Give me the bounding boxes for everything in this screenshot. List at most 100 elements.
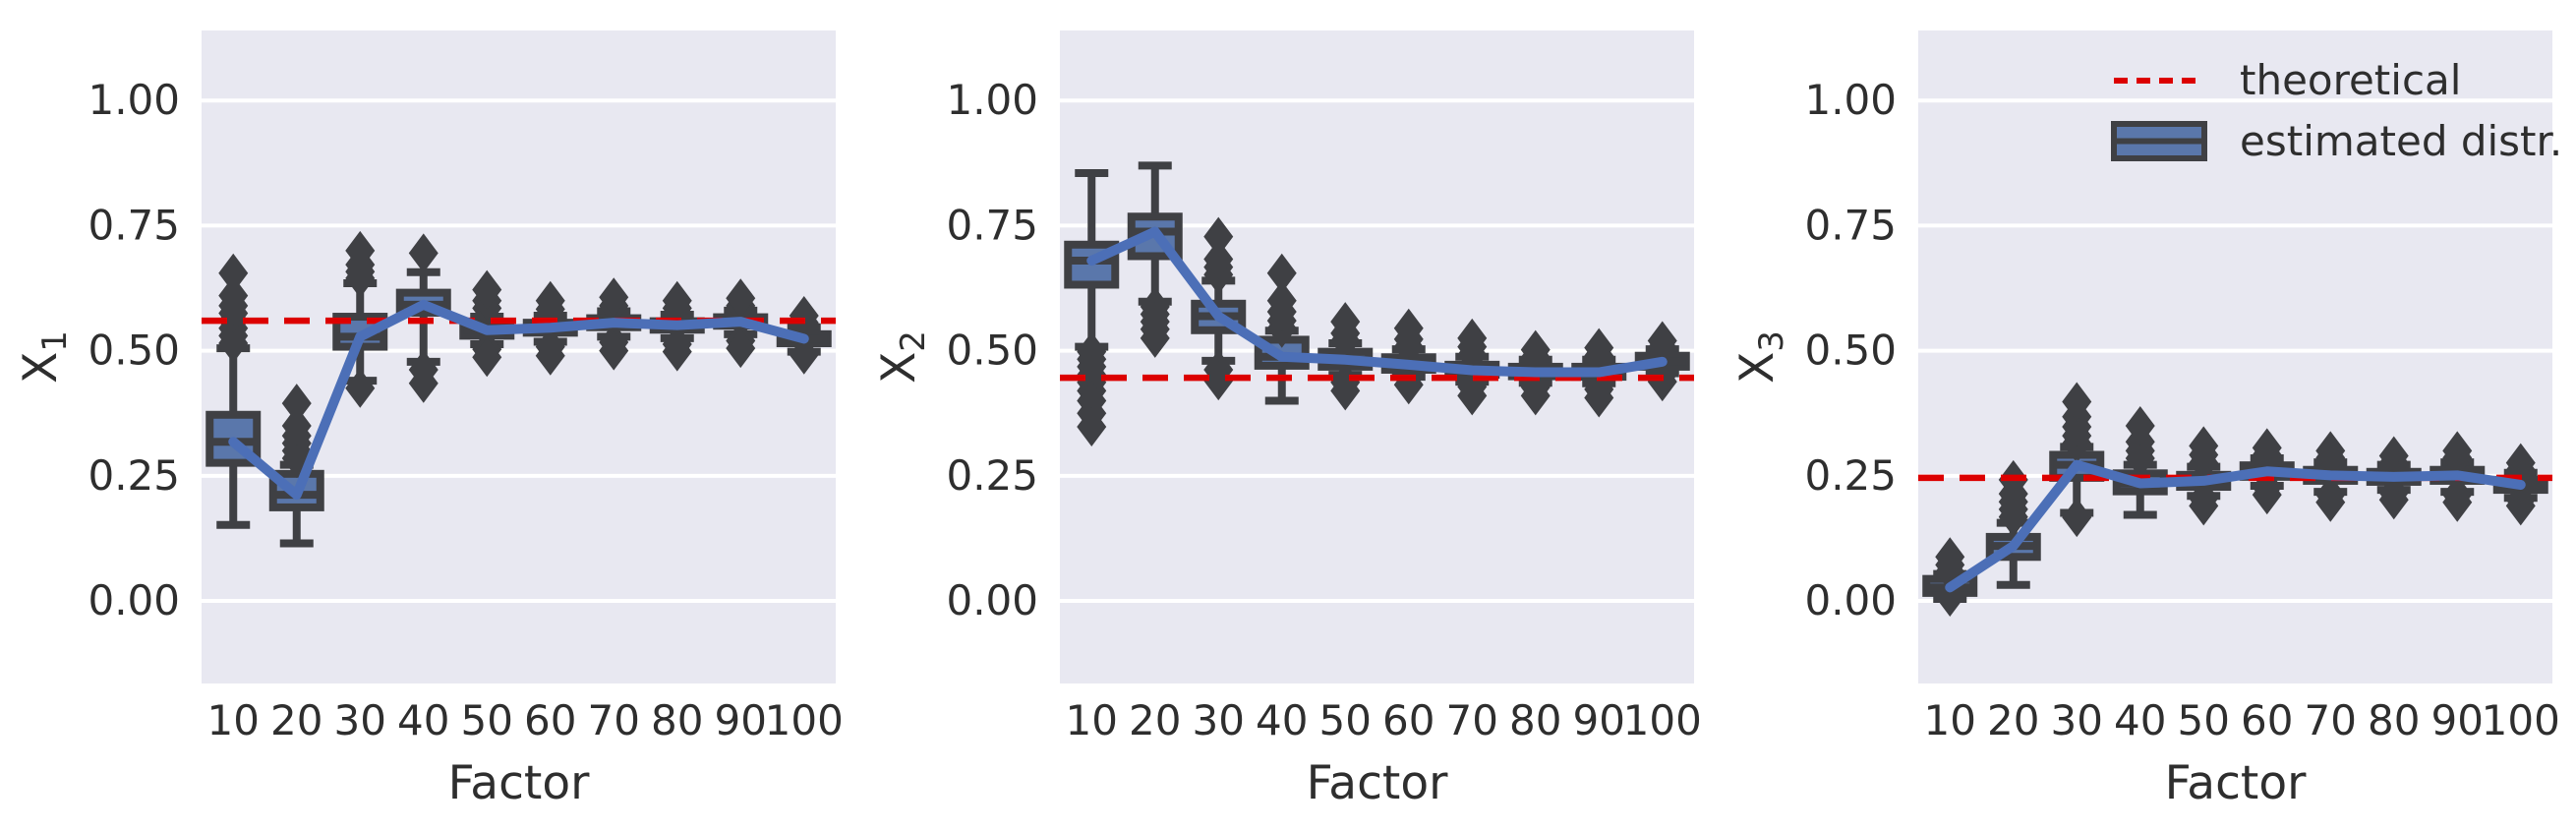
flier-diamond-icon <box>408 363 439 403</box>
chart-x3: 0.00 0.25 0.50 0.75 1.00 10 20 30 40 50 60 70 80 9010… <box>1730 30 2562 810</box>
x-tick-label: 50 <box>2178 696 2230 744</box>
y-tick-label: 0.75 <box>88 201 180 249</box>
flier-diamond-icon <box>2378 436 2409 476</box>
chart-x2: 0.00 0.25 0.50 0.75 1.00 10 20 30 40 50 60 70 80 9010… <box>872 30 1702 810</box>
flier-diamond-icon <box>2189 486 2219 526</box>
x-tick-label: 80 <box>2368 696 2420 744</box>
x-tick-label: 100 <box>765 696 844 744</box>
flier-diamond-icon <box>1140 318 1170 358</box>
x-axis-label: Factor <box>1307 756 1449 810</box>
y-tick-labels: 0.00 0.25 0.50 0.75 1.00 <box>946 76 1038 624</box>
flier-diamond-icon <box>1647 362 1677 402</box>
chart-x1: 0.00 0.25 0.50 0.75 1.00 10 20 30 40 50 60 70 80 9010… <box>14 30 844 810</box>
flier-diamond-icon <box>345 368 376 408</box>
x-tick-label: 40 <box>397 696 449 744</box>
flier-diamond-icon <box>218 275 249 316</box>
x-tick-label: 10 <box>1924 696 1976 744</box>
flier-diamond-icon <box>1203 216 1234 257</box>
panel-x1: 0.00 0.25 0.50 0.75 1.00 10 20 30 40 50 60 70 80 90 10… <box>0 0 858 832</box>
x-tick-label: 90 <box>1573 696 1625 744</box>
x-tick-label: 40 <box>2114 696 2166 744</box>
flier-diamond-icon <box>2125 405 2155 446</box>
y-tick-label: 0.75 <box>946 201 1038 249</box>
panel-x3: 0.00 0.25 0.50 0.75 1.00 10 20 30 40 50 60 70 80 90 10… <box>1717 0 2575 832</box>
x-tick-label: 100 <box>2482 696 2560 744</box>
flier-diamond-icon <box>535 335 565 376</box>
x-tick-label: 90 <box>2431 696 2484 744</box>
flier-diamond-icon <box>2505 486 2536 526</box>
flier-diamond-icon <box>2315 431 2346 471</box>
x-tick-label: 30 <box>2051 696 2103 744</box>
x-axis-label: Factor <box>448 756 591 810</box>
flier-diamond-icon <box>1330 302 1361 342</box>
flier-diamond-icon <box>1203 361 1234 401</box>
x-tick-label: 70 <box>588 696 640 744</box>
x-tick-label: 20 <box>270 696 322 744</box>
y-tick-labels: 0.00 0.25 0.50 0.75 1.00 <box>1804 76 1897 624</box>
flier-diamond-icon <box>2378 480 2409 520</box>
flier-diamond-icon <box>1520 376 1551 416</box>
flier-diamond-icon <box>218 253 249 293</box>
x-tick-label: 60 <box>524 696 576 744</box>
x-tick-label: 80 <box>651 696 703 744</box>
x-tick-label: 20 <box>1129 696 1181 744</box>
flier-diamond-icon <box>662 331 692 372</box>
flier-diamond-icon <box>2252 428 2282 468</box>
y-tick-label: 1.00 <box>88 76 180 124</box>
x-tick-label: 100 <box>1623 696 1702 744</box>
flier-diamond-icon <box>1266 253 1297 293</box>
y-tick-label: 0.25 <box>1804 451 1897 500</box>
x-tick-label: 90 <box>715 696 767 744</box>
x-tick-label: 80 <box>1509 696 1561 744</box>
flier-diamond-icon <box>281 384 312 424</box>
flier-diamond-icon <box>1647 321 1677 361</box>
flier-diamond-icon <box>2442 482 2473 522</box>
flier-diamond-icon <box>1266 280 1297 321</box>
x-tick-label: 10 <box>207 696 260 744</box>
flier-diamond-icon <box>2252 475 2282 515</box>
x-tick-label: 20 <box>1987 696 2039 744</box>
flier-diamond-icon <box>726 328 756 369</box>
x-tick-label: 10 <box>1066 696 1118 744</box>
trend-line <box>1945 459 2526 593</box>
flier-diamond-icon <box>1077 406 1107 446</box>
legend-label-theoretical: theoretical <box>2240 56 2461 104</box>
panel-x2: 0.00 0.25 0.50 0.75 1.00 10 20 30 40 50 60 70 80 90 10… <box>858 0 1717 832</box>
flier-diamond-icon <box>1520 329 1551 370</box>
trend-line <box>1086 226 1668 378</box>
y-tick-label: 0.25 <box>88 451 180 500</box>
flier-diamond-icon <box>281 405 312 446</box>
x-tick-label: 60 <box>1382 696 1434 744</box>
flier-diamond-icon <box>2062 498 2092 538</box>
flier-diamond-icon <box>1393 308 1424 348</box>
flier-diamond-icon <box>535 280 565 321</box>
flier-diamond-icon <box>1584 378 1614 418</box>
flier-diamond-icon <box>408 233 439 273</box>
y-tick-label: 0.25 <box>946 451 1038 500</box>
y-tick-label: 1.00 <box>1804 76 1897 124</box>
plot-area <box>202 30 836 683</box>
x-tick-label: 30 <box>1193 696 1245 744</box>
y-axis-label: X2 <box>872 330 933 384</box>
x-tick-label: 50 <box>1319 696 1372 744</box>
flier-diamond-icon <box>599 277 629 318</box>
flier-diamond-icon <box>599 330 629 371</box>
flier-diamond-icon <box>1584 327 1614 368</box>
flier-diamond-icon <box>662 280 692 321</box>
flier-diamond-icon <box>2505 443 2536 483</box>
flier-diamond-icon <box>2442 431 2473 471</box>
plot-area <box>1918 30 2552 683</box>
flier-diamond-icon <box>726 278 756 319</box>
x-tick-label: 30 <box>334 696 386 744</box>
flier-diamond-icon <box>1935 537 1965 577</box>
flier-diamond-icon <box>345 230 376 270</box>
y-tick-label: 1.00 <box>946 76 1038 124</box>
flier-diamond-icon <box>2062 382 2092 422</box>
flier-diamond-icon <box>472 337 502 378</box>
y-tick-labels: 0.00 0.25 0.50 0.75 1.00 <box>88 76 180 624</box>
flier-diamond-icon <box>789 334 819 375</box>
